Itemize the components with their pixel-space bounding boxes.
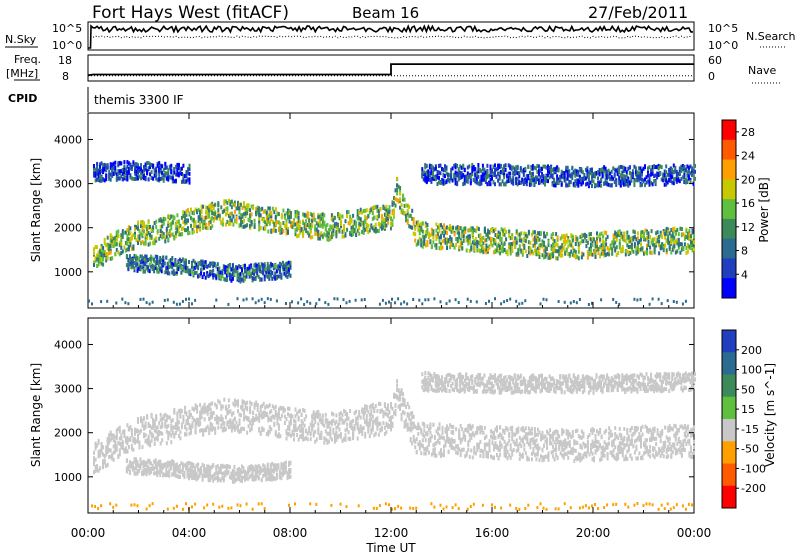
noise-tick-right-top: 10^5 (708, 22, 738, 35)
y-tick-label: 3000 (54, 383, 82, 396)
colorbar-segment (722, 219, 736, 239)
colorbar-segment (722, 330, 736, 353)
colorbar-segment (722, 441, 736, 464)
colorbar-segment (722, 397, 736, 420)
colorbar-segment (722, 278, 736, 298)
colorbar-segment (722, 199, 736, 219)
y-tick-label: 4000 (54, 338, 82, 351)
nsky-label: N.Sky (5, 33, 37, 46)
power-colorbar: 4 8 12 16 20 24 28 (722, 120, 755, 299)
x-axis-label: Time UT (365, 541, 416, 554)
power-frame (88, 113, 694, 308)
noise-frame (88, 22, 694, 50)
colorbar-segment (722, 140, 736, 160)
x-tick-label: 04:00 (172, 526, 207, 540)
colorbar-segment (722, 486, 736, 509)
x-tick-label: 20:00 (576, 526, 611, 540)
power-ylabel: Slant Range [km] (29, 158, 43, 262)
x-tick-label: 08:00 (273, 526, 308, 540)
nsearch-line (93, 36, 692, 38)
colorbar-tick-label: 100 (741, 364, 762, 377)
y-tick-label: 1000 (54, 471, 82, 484)
beam-label: Beam 16 (352, 4, 419, 22)
nave-tick-bottom: 0 (708, 70, 715, 83)
colorbar-tick-label: 20 (741, 173, 755, 186)
power-panel: 1000 2000 3000 4000 Slant Range [km] (29, 113, 696, 308)
colorbar-tick-label: 28 (741, 126, 755, 139)
y-tick-label: 2000 (54, 427, 82, 440)
colorbar-tick-label: 16 (741, 197, 755, 210)
colorbar-tick-label: 8 (741, 245, 748, 258)
cpid-label: CPID (8, 92, 37, 105)
cpid-value: themis 3300 IF (94, 93, 184, 107)
nsearch-label: N.Search (746, 30, 796, 43)
velocity-panel: 1000 2000 3000 4000 Slant Range [km] (29, 318, 696, 513)
velocity-frame (88, 318, 694, 513)
x-tick-label: 00:00 (71, 526, 106, 540)
noise-tick-right-bottom: 10^0 (708, 39, 738, 52)
station-title: Fort Hays West (fitACF) (92, 3, 289, 23)
colorbar-segment (722, 419, 736, 442)
freq-label: Freq. (14, 53, 41, 66)
nsky-line (88, 26, 693, 48)
noise-tick-left-top: 10^5 (52, 22, 82, 35)
freq-tick-bottom: 8 (62, 70, 69, 83)
colorbar-tick-label: 12 (741, 221, 755, 234)
colorbar-tick-label: 4 (741, 268, 748, 281)
y-tick-label: 4000 (54, 133, 82, 146)
colorbar-tick-label: 50 (741, 383, 755, 396)
colorbar-tick-label: 200 (741, 344, 762, 357)
colorbar-segment (722, 179, 736, 199)
date-label: 27/Feb/2011 (588, 3, 688, 22)
freq-tick-top: 18 (58, 54, 72, 67)
colorbar-segment (722, 258, 736, 278)
x-tick-label: 12:00 (374, 526, 409, 540)
y-tick-label: 1000 (54, 266, 82, 279)
velocity-colorbar-label: Velocity [m s^-1] (763, 363, 777, 467)
noise-tick-left-bottom: 10^0 (52, 39, 82, 52)
colorbar-segment (722, 375, 736, 398)
colorbar-segment (722, 352, 736, 375)
colorbar-tick-label: -50 (741, 443, 759, 456)
noise-panel: N.Sky 10^5 10^0 10^5 10^0 N.Search (5, 22, 796, 52)
colorbar-segment (722, 120, 736, 140)
y-tick-label: 2000 (54, 222, 82, 235)
colorbar-tick-label: 15 (741, 403, 755, 416)
freq-unit: [MHz] (6, 67, 38, 80)
nave-label: Nave (748, 64, 776, 77)
freq-line (88, 64, 694, 75)
colorbar-segment (722, 464, 736, 487)
colorbar-segment (722, 160, 736, 180)
freq-series (88, 64, 694, 76)
colorbar-tick-label: -15 (741, 423, 759, 436)
velocity-ylabel: Slant Range [km] (29, 363, 43, 467)
noise-series (88, 26, 693, 48)
colorbar-tick-label: 24 (741, 150, 755, 163)
power-colorbar-label: Power [dB] (757, 177, 771, 242)
colorbar-segment (722, 239, 736, 259)
freq-panel: Freq. [MHz] 18 8 60 0 Nave (6, 53, 780, 83)
y-tick-label: 3000 (54, 178, 82, 191)
x-tick-label: 16:00 (475, 526, 510, 540)
colorbar-tick-label: -200 (741, 482, 766, 495)
nave-tick-top: 60 (708, 54, 722, 67)
x-tick-label: 00:00 (677, 526, 712, 540)
